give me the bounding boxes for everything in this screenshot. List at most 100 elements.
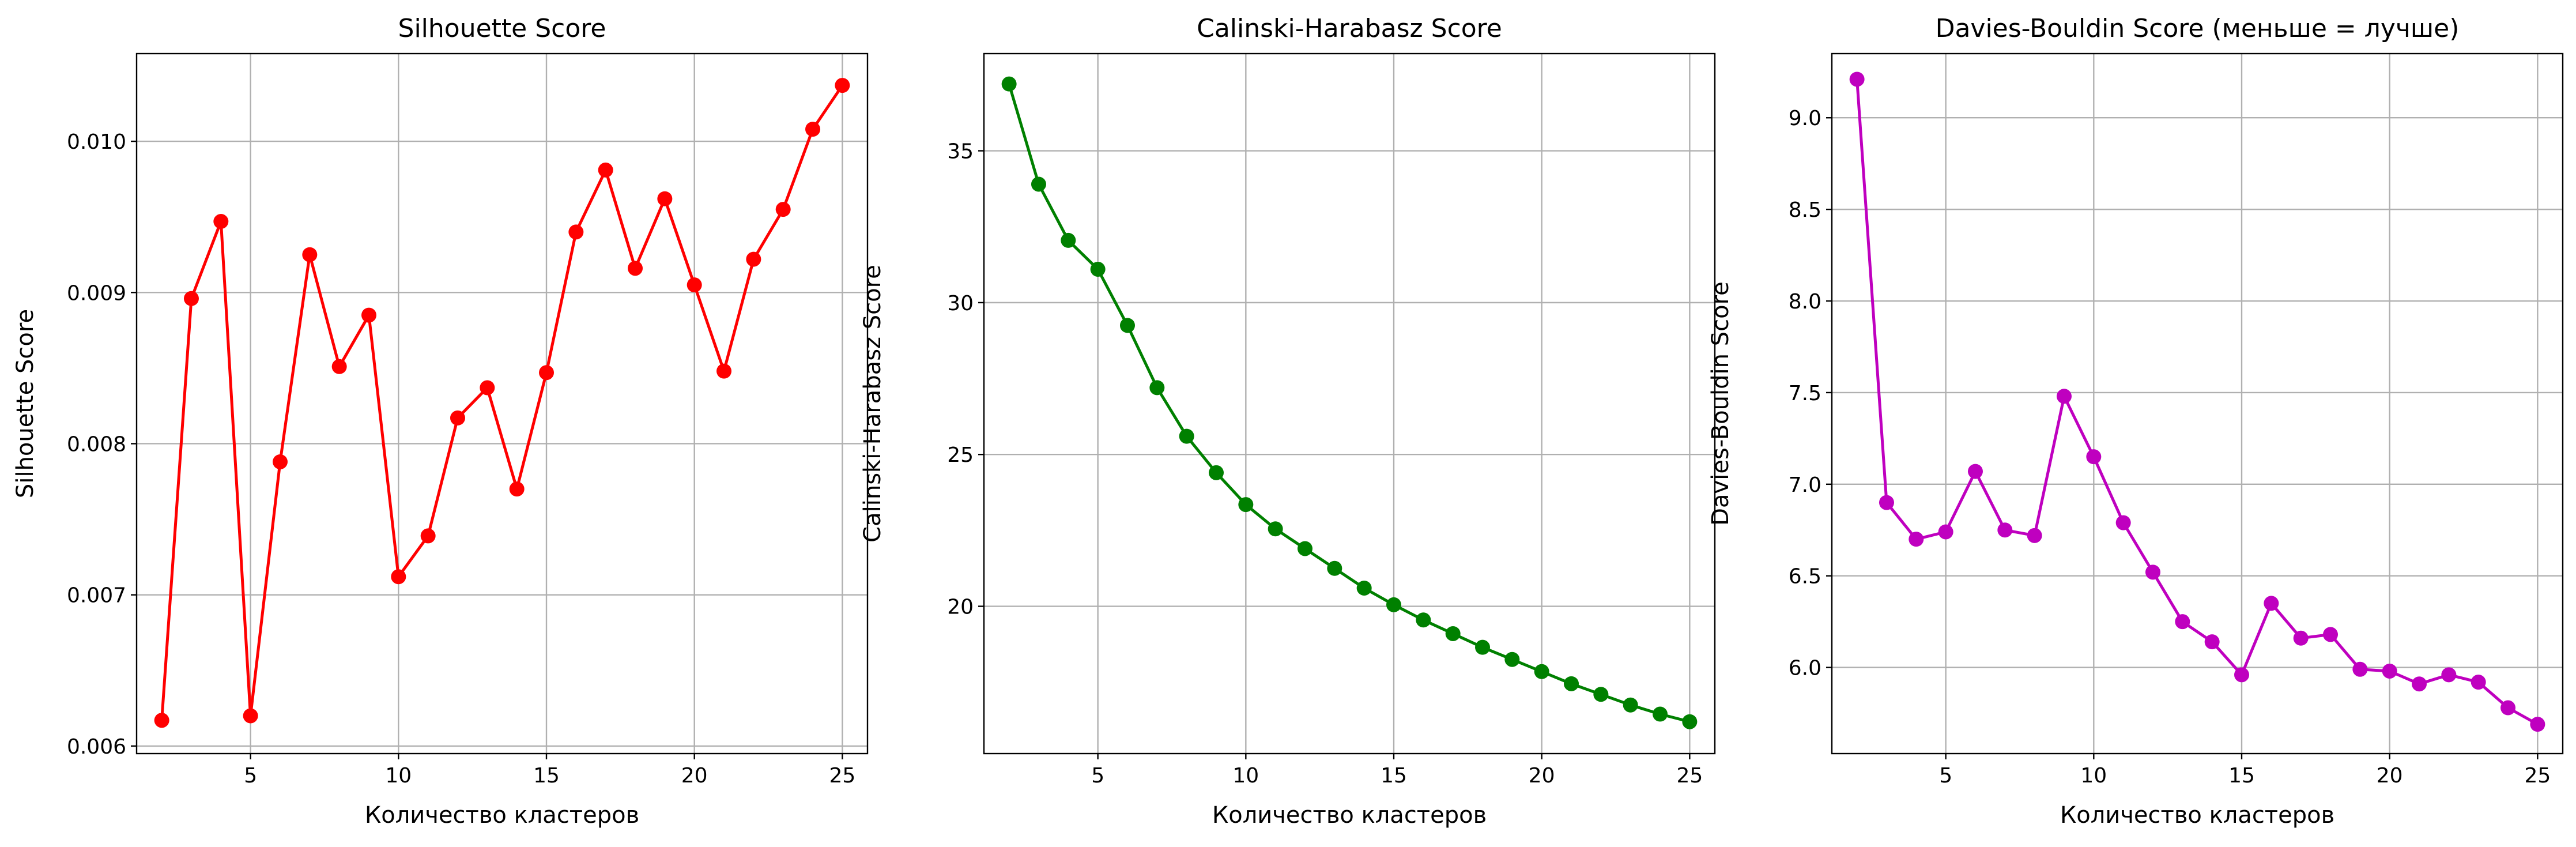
x-tick-label: 5 [244, 764, 257, 788]
x-tick-label: 25 [829, 764, 855, 788]
y-tick-label: 0.006 [67, 735, 126, 759]
y-tick-label: 8.0 [1789, 290, 1821, 314]
data-point [1327, 560, 1342, 576]
data-point [2352, 661, 2368, 677]
data-point [598, 162, 613, 178]
x-tick-label: 10 [1232, 764, 1259, 788]
x-tick-label: 20 [2377, 764, 2403, 788]
data-point [1938, 524, 1953, 540]
axes-frame [135, 52, 869, 755]
data-point [2293, 630, 2309, 646]
data-point [1909, 532, 1924, 547]
chart-panel-3: 5 10 15 20 25 6.0 6.5 7.0 7.5 8.0 8.5 9.0 Davies-Bou… [1707, 14, 2564, 829]
x-axis-label: Количество кластеров [1212, 802, 1487, 829]
data-point [509, 481, 525, 497]
data-point [272, 454, 288, 469]
data-point [1445, 626, 1461, 641]
data-point [2234, 667, 2250, 683]
data-point [1208, 465, 1224, 480]
data-point [687, 277, 702, 293]
y-tick-label: 30 [947, 292, 974, 315]
axes-frame [1831, 52, 2564, 755]
y-tick-label: 8.5 [1789, 198, 1821, 222]
x-tick-label: 25 [1676, 764, 1703, 788]
y-axis-label: Davies-Bouldin Score [1707, 281, 1734, 526]
data-point [2441, 667, 2457, 683]
data-point [331, 359, 347, 374]
data-point [2471, 675, 2486, 690]
y-tick-label: 7.0 [1789, 473, 1821, 497]
data-point [2264, 596, 2279, 611]
chart-title: Calinski-Harabasz Score [1197, 14, 1502, 43]
data-point [775, 202, 791, 217]
data-point [1564, 676, 1579, 691]
y-tick-label: 25 [947, 443, 974, 467]
data-point [1001, 76, 1017, 92]
data-point [1356, 580, 1372, 596]
data-point [1504, 652, 1520, 667]
data-point [2412, 676, 2427, 692]
y-tick-label: 0.008 [67, 432, 126, 456]
y-axis-label: Silhouette Score [12, 309, 39, 498]
data-point [2175, 614, 2190, 630]
y-tick-label: 0.009 [67, 281, 126, 305]
axes-frame [983, 52, 1716, 755]
data-point [2323, 627, 2339, 642]
data-point [568, 224, 584, 240]
y-axis-label: Calinski-Harabasz Score [859, 265, 886, 543]
data-point [539, 365, 555, 381]
x-tick-label: 5 [1091, 764, 1104, 788]
y-tick-label: 7.5 [1789, 382, 1821, 405]
data-point [1297, 541, 1312, 556]
data-point [1682, 714, 1698, 729]
chart-title: Davies-Bouldin Score (меньше = лучше) [1936, 14, 2460, 43]
data-point [2530, 717, 2545, 732]
data-point [1879, 495, 1894, 510]
x-tick-label: 10 [2080, 764, 2107, 788]
data-point [361, 307, 376, 323]
data-point [2204, 634, 2220, 650]
x-tick-label: 20 [1529, 764, 1555, 788]
data-point [805, 122, 821, 137]
data-point [1149, 380, 1165, 396]
chart-title: Silhouette Score [398, 14, 606, 43]
data-point [154, 713, 169, 728]
x-tick-label: 5 [1939, 764, 1952, 788]
data-point [2086, 449, 2102, 465]
y-tick-label: 20 [947, 596, 974, 619]
y-tick-label: 0.010 [67, 130, 126, 154]
data-point [1119, 318, 1135, 333]
data-point [1653, 706, 1668, 722]
data-point [1534, 664, 1549, 679]
x-axis-label: Количество кластеров [365, 802, 639, 829]
chart-panel-1: 5 10 15 20 25 0.006 0.007 0.008 0.009 0.010 Silhou… [12, 14, 869, 829]
data-point [302, 247, 318, 262]
y-tick-label: 9.0 [1789, 107, 1821, 130]
data-point [391, 569, 406, 585]
data-point [213, 214, 229, 229]
chart-panel-2: 5 10 15 20 25 20 25 30 35 Calinski-Harabasz Score… [859, 14, 1716, 829]
data-point [657, 191, 673, 206]
data-point [2027, 528, 2042, 543]
data-point [1967, 464, 1983, 479]
data-point [2056, 389, 2072, 404]
data-point [1849, 71, 1865, 87]
data-point [183, 291, 199, 306]
data-point [1593, 687, 1609, 702]
x-tick-label: 10 [385, 764, 412, 788]
y-tick-label: 6.5 [1789, 565, 1821, 589]
y-tick-label: 35 [947, 140, 974, 164]
data-point [628, 261, 643, 276]
data-point [1386, 597, 1402, 612]
x-tick-label: 15 [533, 764, 560, 788]
x-axis-label: Количество кластеров [2060, 802, 2334, 829]
y-tick-label: 6.0 [1789, 657, 1821, 680]
data-point [243, 708, 258, 724]
data-point [746, 251, 761, 267]
x-tick-label: 15 [2228, 764, 2255, 788]
data-point [1416, 612, 1431, 628]
data-point [716, 363, 732, 379]
data-point [2145, 564, 2160, 580]
x-tick-label: 20 [681, 764, 708, 788]
